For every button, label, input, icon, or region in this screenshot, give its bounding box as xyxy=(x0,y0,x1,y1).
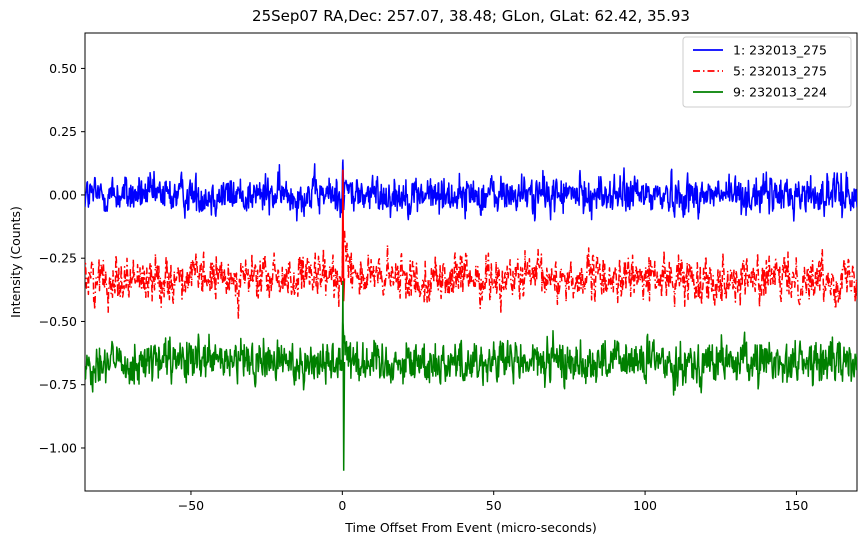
x-axis: −50 0 50 100 150 xyxy=(178,491,809,513)
x-tick-label: 50 xyxy=(486,498,502,513)
series-spike-2 xyxy=(341,169,346,302)
legend-label: 1: 232013_275 xyxy=(733,43,827,58)
x-tick-label: 0 xyxy=(338,498,346,513)
series-line-2 xyxy=(85,228,857,320)
legend-box xyxy=(682,36,852,108)
series-line-1 xyxy=(85,161,857,222)
series-line-3 xyxy=(85,321,857,396)
legend: 1: 232013_275 5: 232013_275 9: 232013_224 xyxy=(682,36,852,108)
x-tick-label: 150 xyxy=(785,498,809,513)
y-tick-label: 0.50 xyxy=(49,61,77,76)
chart-title: 25Sep07 RA,Dec: 257.07, 38.48; GLon, GLa… xyxy=(252,7,690,25)
y-tick-label: −0.25 xyxy=(39,251,77,266)
y-tick-label: 0.00 xyxy=(49,187,77,202)
series-layer xyxy=(85,159,857,471)
y-tick-label: −0.75 xyxy=(39,377,77,392)
plot-area xyxy=(84,32,858,492)
x-axis-title: Time Offset From Event (micro-seconds) xyxy=(344,520,596,535)
y-tick-label: 0.25 xyxy=(49,124,77,139)
legend-label: 5: 232013_275 xyxy=(733,64,827,79)
legend-label: 9: 232013_224 xyxy=(733,85,827,100)
x-tick-label: −50 xyxy=(178,498,204,513)
y-axis-title: Intensity (Counts) xyxy=(8,206,23,318)
y-axis: 0.50 0.25 0.00 −0.25 −0.50 −0.75 −1.00 xyxy=(39,61,85,455)
plot-frame xyxy=(84,32,858,492)
y-tick-label: −0.50 xyxy=(39,314,77,329)
series-spike-3 xyxy=(341,280,346,471)
y-tick-label: −1.00 xyxy=(39,440,77,455)
x-tick-label: 100 xyxy=(633,498,657,513)
